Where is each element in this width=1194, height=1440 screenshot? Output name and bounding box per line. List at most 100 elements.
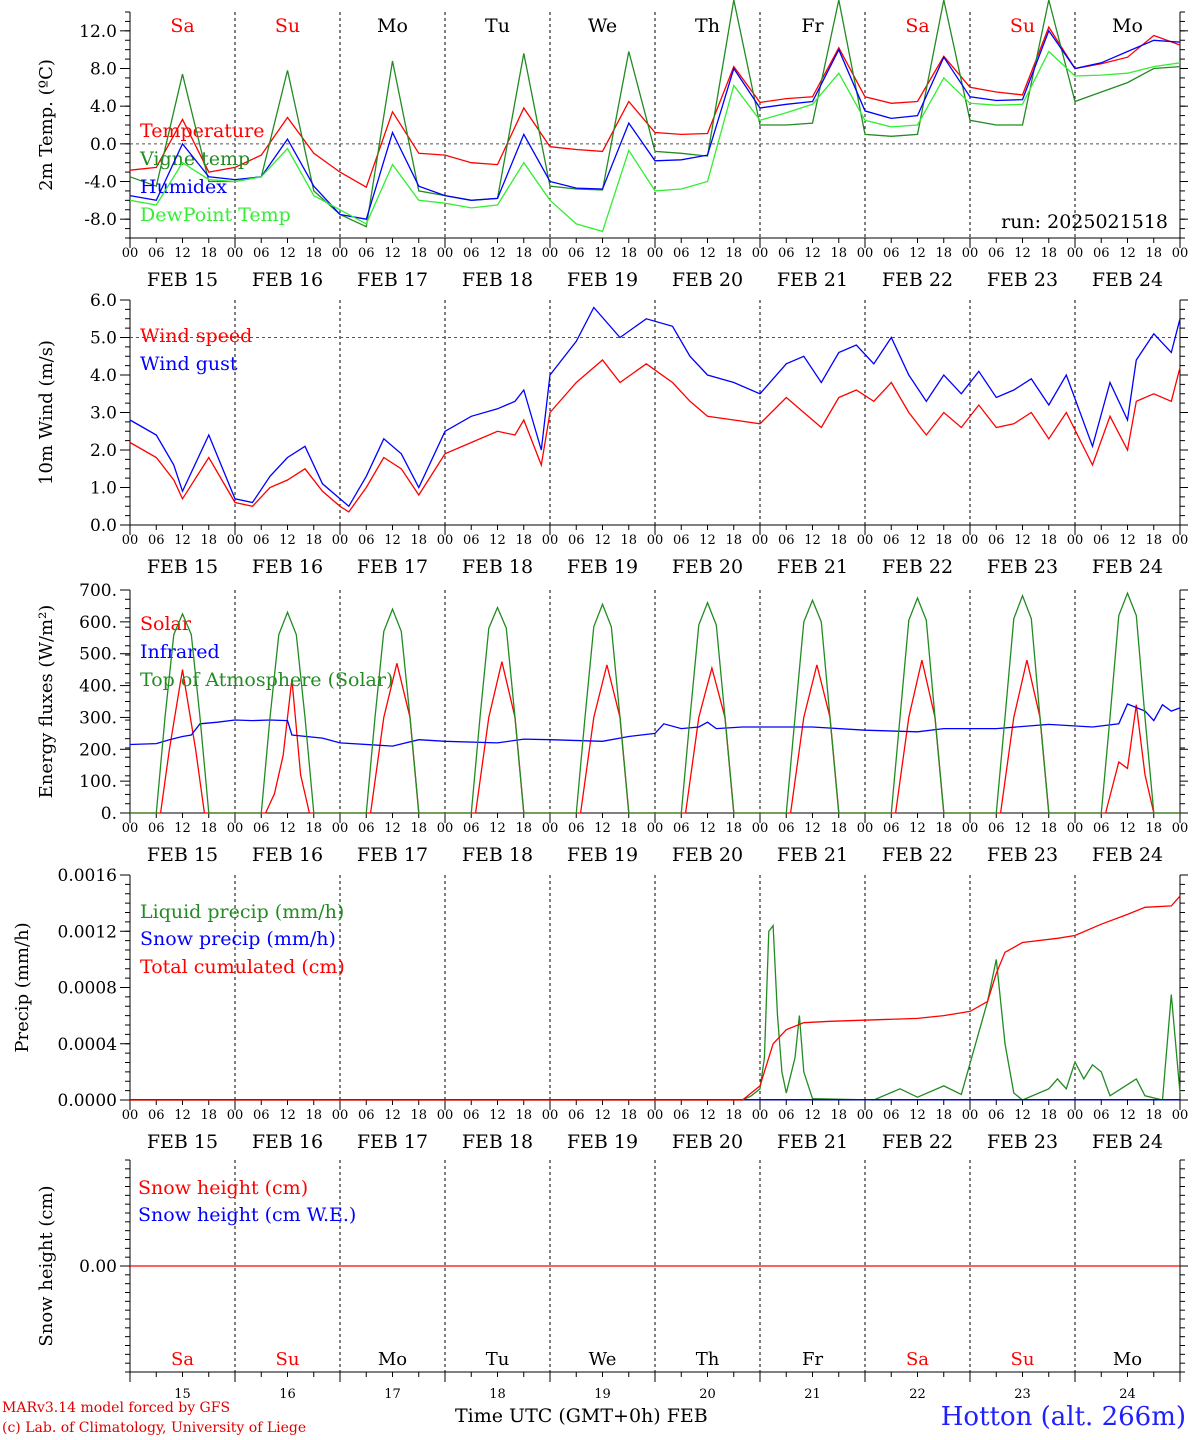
hour-tick-label: 06 [673,246,690,261]
day-name-top: Mo [1112,15,1143,37]
hour-tick-label: 12 [1014,821,1031,836]
hour-tick-label: 18 [725,533,742,548]
hour-tick-label: 00 [122,533,139,548]
hour-tick-label: 00 [752,533,769,548]
hour-tick-label: 18 [515,533,532,548]
hour-tick-label: 00 [122,821,139,836]
legend-entry: Liquid precip (mm/h) [140,901,344,923]
date-label: FEB 20 [672,556,743,578]
hour-tick-label: 00 [752,246,769,261]
date-label: FEB 16 [252,269,323,291]
hour-tick-label: 00 [542,821,559,836]
legend-entry: Temperature [140,120,264,142]
date-label: FEB 18 [462,844,533,866]
hour-tick-label: 18 [725,1108,742,1123]
series-line-wind-speed [129,359,1181,513]
hour-tick-label: 06 [988,533,1005,548]
hour-tick-label: 12 [804,533,821,548]
date-label: FEB 18 [462,556,533,578]
hour-tick-label: 18 [1145,533,1162,548]
y-tick-label: 0.0008 [58,979,117,999]
hour-tick-label: 00 [437,246,454,261]
hour-tick-label: 12 [489,1108,506,1123]
hour-tick-label: 00 [1067,821,1084,836]
hour-tick-label: 18 [830,821,847,836]
x-axis-title: Time UTC (GMT+0h) FEB [455,1405,708,1427]
hour-tick-label: 12 [174,246,191,261]
hour-tick-label: 18 [830,246,847,261]
hour-tick-label: 06 [253,821,270,836]
y-tick-label: -4.0 [84,173,117,193]
hour-tick-label: 06 [1093,246,1110,261]
y-tick-label: 0.0000 [58,1091,117,1111]
date-label: FEB 19 [567,556,638,578]
hour-tick-label: 00 [857,821,874,836]
day-number: 16 [279,1387,296,1402]
y-tick-label: 4.0 [90,366,117,386]
hour-tick-label: 00 [227,821,244,836]
day-number: 21 [804,1387,821,1402]
hour-tick-label: 12 [909,1108,926,1123]
date-label: FEB 23 [987,269,1058,291]
hour-tick-label: 12 [699,246,716,261]
hour-tick-label: 06 [148,821,165,836]
hour-tick-label: 18 [200,246,217,261]
y-tick-label: 200. [79,740,117,760]
series-line-infrared [129,703,1181,747]
hour-tick-label: 18 [1145,821,1162,836]
date-label: FEB 24 [1092,844,1163,866]
hour-tick-label: 00 [1067,1108,1084,1123]
hour-tick-label: 12 [909,533,926,548]
hour-tick-label: 06 [358,1108,375,1123]
day-number: 19 [594,1387,611,1402]
hour-tick-label: 12 [174,821,191,836]
hour-tick-label: 06 [988,1108,1005,1123]
y-tick-label: 300. [79,708,117,728]
hour-tick-label: 06 [1093,821,1110,836]
hour-tick-label: 12 [594,821,611,836]
hour-tick-label: 00 [1172,246,1189,261]
hour-tick-label: 06 [883,821,900,836]
hour-tick-label: 18 [1040,1108,1057,1123]
hour-tick-label: 00 [962,1108,979,1123]
y-tick-label: 1.0 [90,479,117,499]
day-name-bottom: Su [276,1349,300,1370]
hour-tick-label: 00 [857,1108,874,1123]
hour-tick-label: 00 [332,533,349,548]
hour-tick-label: 06 [253,246,270,261]
hour-tick-label: 18 [410,821,427,836]
day-number: 18 [489,1387,506,1402]
hour-tick-label: 12 [909,821,926,836]
y-tick-label: 12.0 [79,22,117,42]
hour-tick-label: 00 [1172,1108,1189,1123]
hour-tick-label: 06 [673,821,690,836]
y-tick-label: 100. [79,772,117,792]
legend-entry: Solar [140,613,192,635]
series-line-total-cumulated-cm- [130,895,1181,1101]
station-label: Hotton (alt. 266m) [940,1402,1186,1432]
hour-tick-label: 12 [699,533,716,548]
hour-tick-label: 06 [1093,1108,1110,1123]
y-tick-label: -8.0 [84,210,117,230]
hour-tick-label: 18 [1040,246,1057,261]
hour-tick-label: 06 [988,821,1005,836]
hour-tick-label: 12 [594,533,611,548]
hour-tick-label: 00 [332,1108,349,1123]
hour-tick-label: 12 [384,246,401,261]
hour-tick-label: 18 [410,533,427,548]
hour-tick-label: 00 [962,533,979,548]
hour-tick-label: 06 [778,1108,795,1123]
hour-tick-label: 12 [279,533,296,548]
date-label: FEB 16 [252,1131,323,1153]
date-label: FEB 16 [252,844,323,866]
y-tick-label: 6.0 [90,291,117,311]
date-label: FEB 23 [987,556,1058,578]
hour-tick-label: 12 [1014,1108,1031,1123]
series-line-humidex [129,29,1181,220]
hour-tick-label: 12 [594,1108,611,1123]
hour-tick-label: 06 [463,1108,480,1123]
hour-tick-label: 00 [122,246,139,261]
date-label: FEB 15 [147,1131,218,1153]
hour-tick-label: 12 [489,533,506,548]
